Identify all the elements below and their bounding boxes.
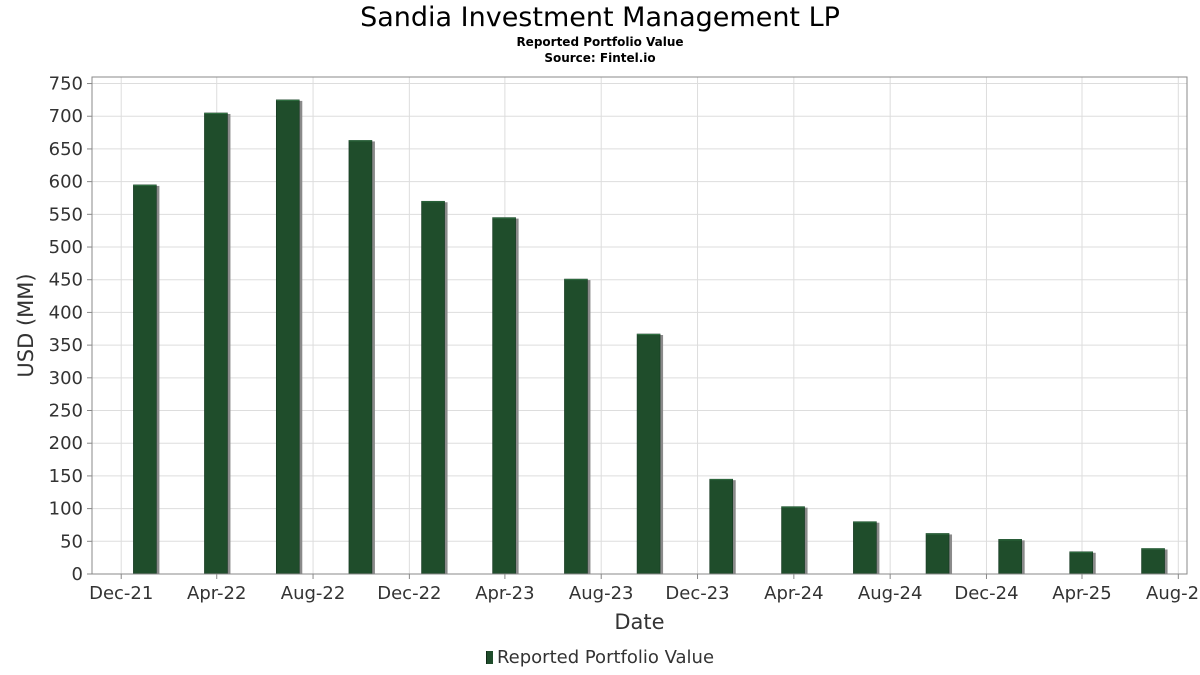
chart-title: Sandia Investment Management LP xyxy=(360,2,840,33)
x-tick-label: Apr-25 xyxy=(1052,583,1111,604)
x-tick-label: Apr-22 xyxy=(187,583,246,604)
x-tick-label: Dec-24 xyxy=(954,583,1018,604)
bar xyxy=(853,521,877,575)
x-tick-label: Dec-21 xyxy=(89,583,153,604)
x-axis-title: Date xyxy=(614,610,664,634)
bar xyxy=(492,217,516,575)
x-tick-label: Apr-23 xyxy=(475,583,534,604)
tick-labels: 0 50 100 150 200 250 300 350 400 450 500 550 600 650 7… xyxy=(49,74,1200,604)
plot-border xyxy=(91,76,1188,575)
y-tick-label: 350 xyxy=(49,335,83,356)
bar xyxy=(133,184,157,575)
y-tick-label: 100 xyxy=(49,499,83,520)
bar xyxy=(348,140,373,575)
bar xyxy=(204,112,228,575)
x-tick-label: Aug-23 xyxy=(569,583,634,604)
bar xyxy=(1069,551,1094,575)
chart-subtitle: Reported Portfolio Value xyxy=(516,35,684,49)
x-tick-label: Aug-25 xyxy=(1146,583,1200,604)
bar xyxy=(781,506,805,575)
y-tick-label: 50 xyxy=(60,531,83,552)
y-tick-label: 200 xyxy=(49,433,83,454)
y-tick-label: 300 xyxy=(49,368,83,389)
x-tick-label: Aug-22 xyxy=(281,583,346,604)
x-tick-label: Aug-24 xyxy=(858,583,923,604)
axes xyxy=(87,76,1188,579)
legend-label: Reported Portfolio Value xyxy=(496,647,715,668)
y-tick-label: 600 xyxy=(49,172,83,193)
bar xyxy=(275,99,300,575)
bar xyxy=(421,200,445,575)
bar xyxy=(564,278,588,575)
y-axis-title: USD (MM) xyxy=(14,273,38,377)
y-tick-label: 750 xyxy=(49,74,83,95)
legend-swatch xyxy=(485,651,493,664)
bars xyxy=(133,99,1168,575)
y-tick-label: 550 xyxy=(49,204,83,225)
y-tick-label: 700 xyxy=(49,106,83,127)
bar xyxy=(925,533,950,575)
y-tick-label: 500 xyxy=(49,237,83,258)
x-tick-label: Apr-24 xyxy=(764,583,823,604)
y-tick-label: 250 xyxy=(49,401,83,422)
x-tick-label: Dec-23 xyxy=(665,583,729,604)
y-tick-label: 400 xyxy=(49,302,83,323)
bar xyxy=(709,478,734,575)
y-tick-label: 0 xyxy=(72,564,83,585)
bar xyxy=(1141,548,1165,575)
chart-source: Source: Fintel.io xyxy=(544,51,656,65)
y-tick-label: 650 xyxy=(49,139,83,160)
x-tick-label: Dec-22 xyxy=(377,583,441,604)
y-tick-label: 150 xyxy=(49,466,83,487)
bar xyxy=(636,333,661,575)
legend: Reported Portfolio Value xyxy=(0,647,1200,668)
y-tick-label: 450 xyxy=(49,270,83,291)
bar xyxy=(998,539,1022,575)
